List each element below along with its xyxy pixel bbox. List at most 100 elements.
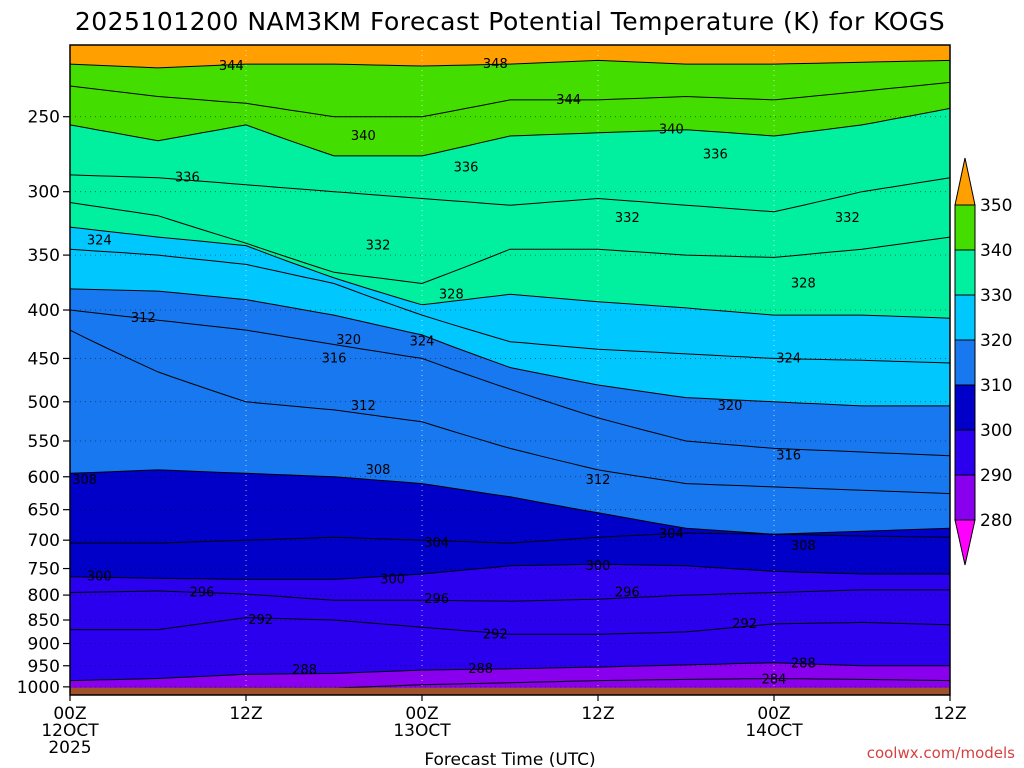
y-tick-label: 400: [28, 301, 60, 321]
colorbar-segment: [954, 429, 976, 476]
contour-label: 288: [292, 663, 317, 678]
contour-label: 284: [762, 672, 787, 687]
colorbar-segment: [954, 294, 976, 341]
contour-label: 344: [219, 59, 244, 74]
colorbar-segment: [954, 474, 976, 521]
colorbar-segment: [954, 384, 976, 431]
x-tick-label: 14OCT: [745, 721, 803, 741]
y-tick-label: 650: [28, 501, 60, 521]
contour-line-296: [70, 589, 950, 602]
contour-labels: 344 348 344 340 340 336 336 336 332 332 332 324 328 3…: [72, 57, 859, 687]
contour-line-344: [70, 81, 950, 118]
contour-label: 336: [454, 161, 479, 176]
y-tick-label: 700: [28, 531, 60, 551]
colorbar-label: 310: [980, 376, 1012, 396]
ground-surface: [70, 687, 950, 695]
y-tick-label: 550: [28, 432, 60, 452]
colorbar-segment: [954, 204, 976, 251]
contour-line-332: [70, 202, 950, 285]
contour-label: 308: [72, 473, 97, 488]
colorbar-label: 290: [980, 466, 1012, 486]
contour-label: 316: [776, 449, 801, 464]
y-tick-label: 850: [28, 611, 60, 631]
x-tick-label: 12Z: [229, 704, 262, 724]
contour-label: 320: [718, 399, 743, 414]
contour-label: 288: [791, 657, 816, 672]
colorbar-label: 300: [980, 421, 1012, 441]
contour-line-348: [70, 59, 950, 69]
contour-label: 324: [410, 335, 435, 350]
y-tick-label: 950: [28, 657, 60, 677]
contour-label: 348: [483, 57, 508, 72]
contour-label: 328: [791, 276, 816, 291]
contour-label: 332: [615, 211, 640, 226]
x-tick-label: 12Z: [933, 704, 966, 724]
contour-label: 296: [190, 586, 215, 601]
contour-label: 340: [659, 123, 684, 138]
y-tick-label: 750: [28, 560, 60, 580]
contour-line-308: [70, 469, 950, 535]
contour-label: 292: [483, 627, 508, 642]
colorbar: 280 290 300 310 320 330 340 350: [954, 157, 1012, 566]
contour-label: 340: [351, 129, 376, 144]
y-tick-label: 500: [28, 393, 60, 413]
credit-text: coolwx.com/models: [867, 744, 1015, 762]
x-axis-title: Forecast Time (UTC): [424, 750, 595, 768]
y-tick-label: 450: [28, 349, 60, 369]
colorbar-label: 320: [980, 331, 1012, 351]
contour-label: 332: [366, 239, 391, 254]
contour-label: 304: [659, 527, 684, 542]
y-tick-label: 800: [28, 586, 60, 606]
contour-line-300: [70, 563, 950, 580]
contour-label: 332: [835, 211, 860, 226]
colorbar-label: 330: [980, 286, 1012, 306]
contour-line-328: [70, 226, 950, 319]
contour-label: 308: [791, 539, 816, 554]
x-tick-label: 00Z: [757, 704, 790, 724]
colorbar-label: 280: [980, 511, 1012, 531]
colorbar-min-arrow: [954, 519, 976, 566]
contour-line-316: [70, 309, 950, 457]
y-tick-label: 600: [28, 468, 60, 488]
y-tick-label: 250: [28, 108, 60, 128]
contour-label: 292: [732, 617, 757, 632]
plot-frame: [69, 44, 951, 696]
contour-label: 308: [366, 463, 391, 478]
y-tick-label: 300: [28, 183, 60, 203]
colorbar-segment: [954, 339, 976, 386]
contour-label: 300: [586, 559, 611, 574]
x-tick-label: 2025: [48, 738, 91, 758]
contour-label: 344: [556, 93, 581, 108]
contour-label: 328: [439, 287, 464, 302]
contour-label: 312: [586, 473, 611, 488]
contour-label: 300: [380, 572, 405, 587]
contour-label: 312: [351, 399, 376, 414]
grid: [70, 45, 950, 695]
contour-line-288: [70, 662, 950, 682]
contour-label: 324: [776, 351, 801, 366]
contour-line-324: [70, 248, 950, 364]
contour-label: 336: [703, 147, 728, 162]
contour-label: 288: [468, 662, 493, 677]
contour-label: 296: [424, 592, 449, 607]
contour-label: 324: [87, 234, 112, 249]
colorbar-label: 340: [980, 241, 1012, 261]
contour-line-320: [70, 288, 950, 407]
contour-line-312: [70, 329, 950, 495]
colorbar-label: 350: [980, 196, 1012, 216]
x-tick-label: 13OCT: [393, 721, 451, 741]
y-axis: 250 300 350 400 450 500 550 600 650 700 750 800 850 9…: [17, 108, 70, 698]
contour-line-304: [70, 532, 950, 544]
y-tick-label: 1000: [17, 678, 60, 698]
x-tick-label: 00Z: [405, 704, 438, 724]
x-tick-label: 12OCT: [41, 721, 99, 741]
contour-label: 296: [615, 586, 640, 601]
contour-line-336: [70, 174, 950, 213]
chart-title: 2025101200 NAM3KM Forecast Potential Tem…: [75, 7, 945, 36]
contour-label: 316: [322, 351, 347, 366]
colorbar-segment: [954, 249, 976, 296]
y-tick-label: 900: [28, 635, 60, 655]
contour-line-292: [70, 617, 950, 635]
contour-label: 300: [87, 570, 112, 585]
x-tick-label: 00Z: [53, 704, 86, 724]
